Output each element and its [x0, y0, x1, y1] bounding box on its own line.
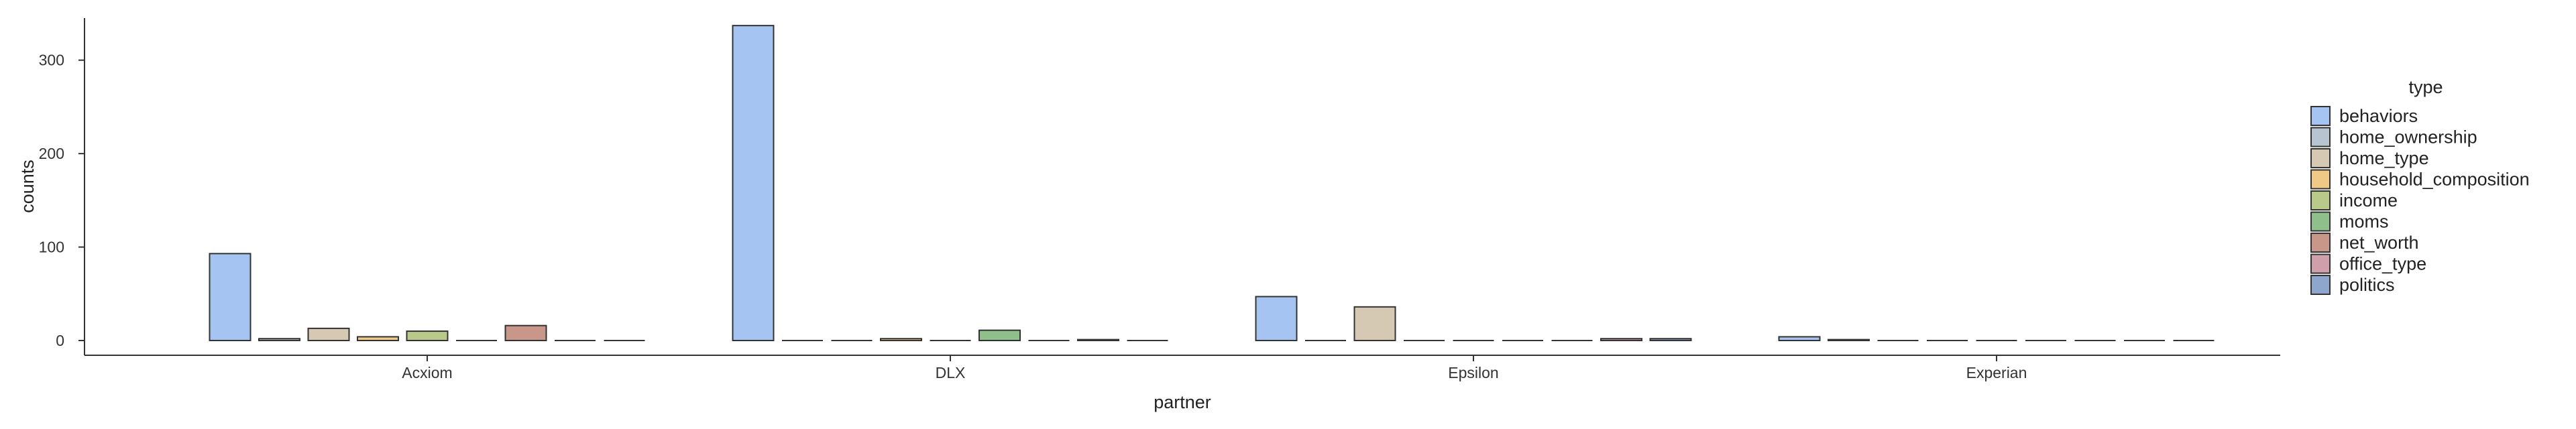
- x-tick-label: Epsilon: [1448, 364, 1498, 381]
- legend-key: [2310, 190, 2331, 210]
- legend-key: [2310, 275, 2331, 295]
- y-tick-label: 200: [39, 145, 64, 162]
- x-ticks: Acxiom DLX Epsilon Experian: [402, 355, 2027, 381]
- legend-label: income: [2339, 190, 2398, 210]
- y-tick-label: 0: [56, 332, 64, 349]
- bar: [880, 338, 922, 342]
- legend-label: politics: [2339, 275, 2395, 295]
- legend-key: [2310, 211, 2331, 232]
- legend-key: [2310, 253, 2331, 274]
- legend-label: home_ownership: [2339, 127, 2477, 147]
- x-tick-label: DLX: [936, 364, 966, 381]
- bar: [1255, 296, 1298, 342]
- bar: [1778, 336, 1821, 341]
- x-tick-label: Acxiom: [402, 364, 452, 381]
- x-axis-title: partner: [1154, 392, 1211, 412]
- legend-label: household_composition: [2339, 170, 2530, 190]
- legend-key: [2310, 127, 2331, 147]
- bar: [1828, 339, 1870, 342]
- bar: [258, 338, 300, 342]
- legend-label: moms: [2339, 212, 2389, 232]
- bar: [357, 336, 399, 341]
- y-axis-title: counts: [17, 160, 38, 213]
- legend-label: office_type: [2339, 254, 2426, 274]
- bar: [1600, 338, 1642, 342]
- bar: [406, 330, 449, 342]
- legend-items: behaviorshome_ownershiphome_typehousehol…: [2310, 106, 2530, 295]
- axes: [84, 18, 2280, 356]
- bar: [732, 25, 775, 341]
- legend-key: [2310, 169, 2331, 190]
- bar: [1353, 306, 1396, 341]
- legend-key: [2310, 233, 2331, 253]
- bars: [209, 25, 2215, 342]
- x-tick-label: Experian: [1966, 364, 2027, 381]
- legend-key: [2310, 148, 2331, 168]
- y-ticks: 0 100 200 300: [39, 52, 85, 349]
- bar: [1077, 339, 1119, 342]
- bar: [978, 329, 1021, 341]
- legend-label: behaviors: [2339, 106, 2418, 126]
- y-tick-label: 300: [39, 52, 64, 69]
- legend: type behaviorshome_ownershiphome_typehou…: [2310, 77, 2530, 295]
- bar: [504, 324, 547, 341]
- bar: [1649, 338, 1692, 342]
- legend-label: home_type: [2339, 148, 2429, 168]
- bar: [209, 253, 251, 342]
- bar: [307, 327, 350, 342]
- legend-key: [2310, 106, 2331, 126]
- legend-title: type: [2408, 77, 2443, 97]
- legend-label: net_worth: [2339, 233, 2419, 253]
- y-tick-label: 100: [39, 239, 64, 256]
